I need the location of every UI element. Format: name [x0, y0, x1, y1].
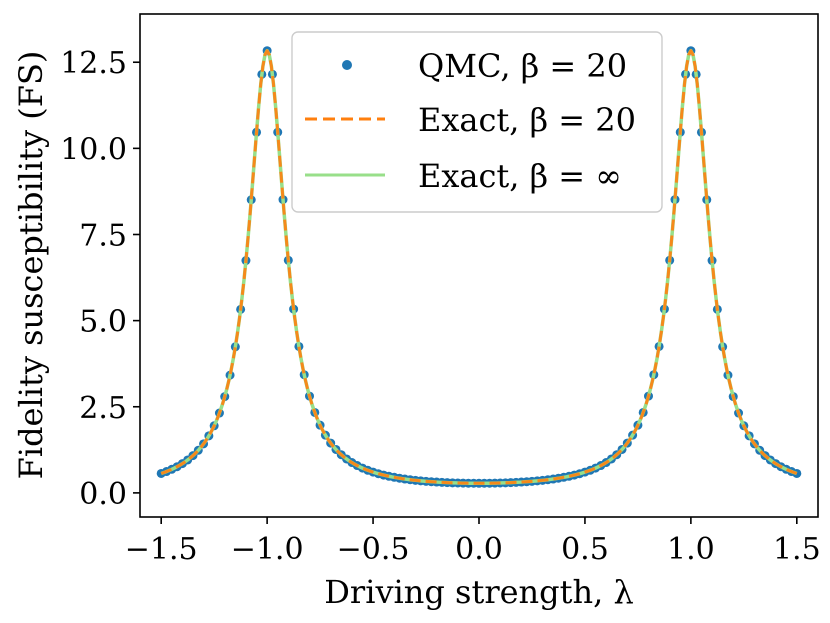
- legend-box: [291, 31, 663, 213]
- series-exact-beta-20-line: [160, 49, 798, 485]
- y-axis-ticks: 0.0 2.5 5.0 7.5 10.0 12.5: [60, 46, 140, 512]
- x-tick-label: −1.5: [125, 532, 198, 567]
- y-axis-label: Fidelity susceptibility (FS): [12, 51, 50, 480]
- series-layer: [156, 46, 802, 488]
- x-tick-label: −1.0: [231, 532, 304, 567]
- x-axis-label: Driving strength, λ: [324, 573, 633, 611]
- legend-label-exact-beta-20: Exact, β = 20: [418, 101, 636, 139]
- plot-frame: [139, 13, 819, 518]
- x-tick-label: −0.5: [337, 532, 410, 567]
- y-tick-label: 2.5: [79, 391, 127, 426]
- x-tick-label: 1.5: [773, 532, 821, 567]
- legend-swatch-qmc: [342, 60, 352, 70]
- legend-label-qmc: QMC, β = 20: [418, 47, 627, 85]
- legend-label-exact-beta-inf: Exact, β = ∞: [418, 157, 622, 195]
- y-tick-label: 5.0: [79, 305, 127, 340]
- y-tick-label: 10.0: [60, 132, 127, 167]
- y-tick-label: 0.0: [79, 477, 127, 512]
- x-tick-label: 0.5: [561, 532, 609, 567]
- x-tick-label: 0.0: [455, 532, 503, 567]
- x-axis-ticks: −1.5 −1.0 −0.5 0.0 0.5 1.0 1.5: [125, 517, 821, 567]
- y-tick-label: 7.5: [79, 218, 127, 253]
- x-tick-label: 1.0: [667, 532, 715, 567]
- legend: QMC, β = 20 Exact, β = 20 Exact, β = ∞: [291, 31, 663, 213]
- y-tick-label: 12.5: [60, 46, 127, 81]
